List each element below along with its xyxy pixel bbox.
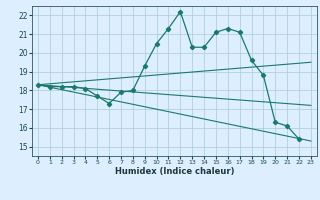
X-axis label: Humidex (Indice chaleur): Humidex (Indice chaleur) xyxy=(115,167,234,176)
